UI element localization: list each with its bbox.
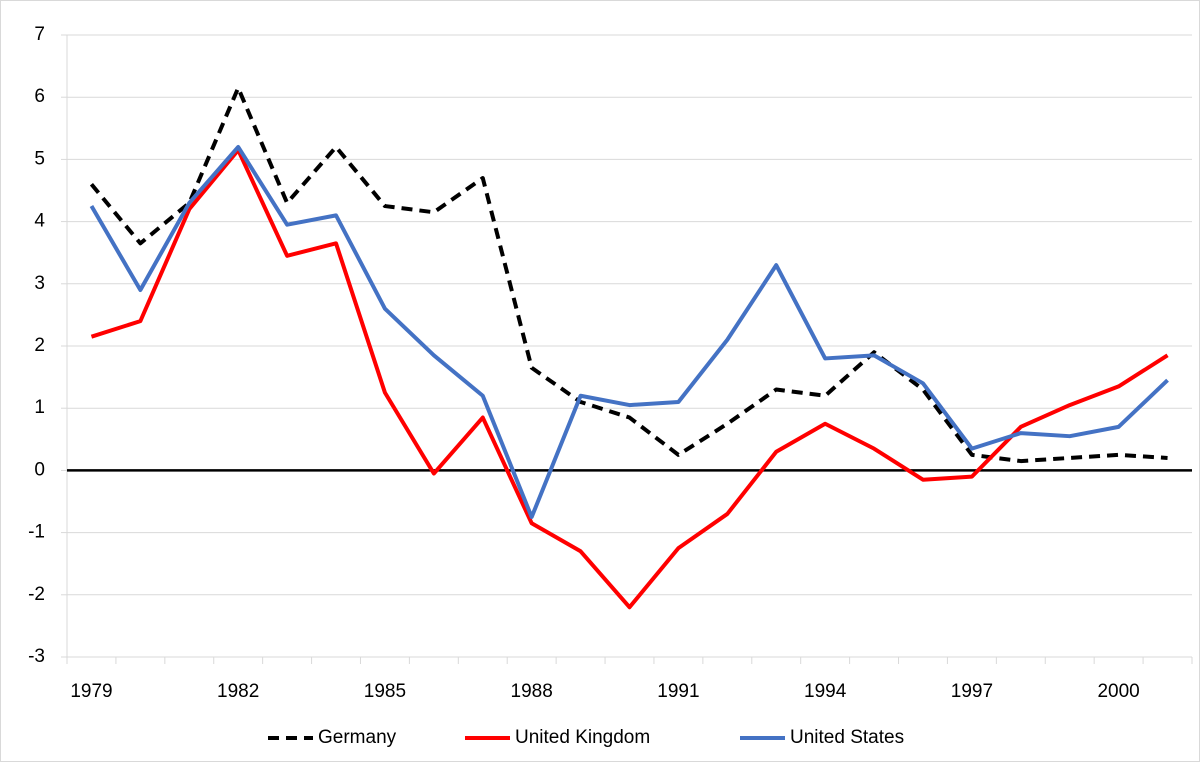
y-tick-label: -2 <box>28 584 45 605</box>
y-tick-label: 7 <box>34 24 45 45</box>
x-tick-label: 1979 <box>70 681 112 702</box>
y-tick-label: 3 <box>34 273 45 294</box>
y-tick-label: -1 <box>28 522 45 543</box>
y-tick-label: 6 <box>34 86 45 107</box>
series-line <box>89 85 1168 464</box>
series-line <box>90 148 1169 610</box>
x-tick-label: 1991 <box>657 681 699 702</box>
x-tick-label: 1982 <box>217 681 259 702</box>
x-tick-label: 1988 <box>511 681 553 702</box>
legend-label: United States <box>790 727 904 748</box>
y-tick-label: -3 <box>28 646 45 667</box>
x-tick-label: 1997 <box>951 681 993 702</box>
x-tick-label: 1994 <box>804 681 847 702</box>
legend-label: Germany <box>318 727 397 748</box>
y-tick-label: 2 <box>34 335 45 356</box>
y-tick-label: 5 <box>34 148 45 169</box>
x-tick-label: 2000 <box>1097 681 1139 702</box>
legend-label: United Kingdom <box>515 727 650 748</box>
x-tick-label: 1985 <box>364 681 406 702</box>
y-tick-label: 0 <box>34 459 45 480</box>
y-tick-label: 4 <box>34 211 45 232</box>
y-tick-label: 1 <box>34 397 45 418</box>
series-line <box>89 144 1169 520</box>
